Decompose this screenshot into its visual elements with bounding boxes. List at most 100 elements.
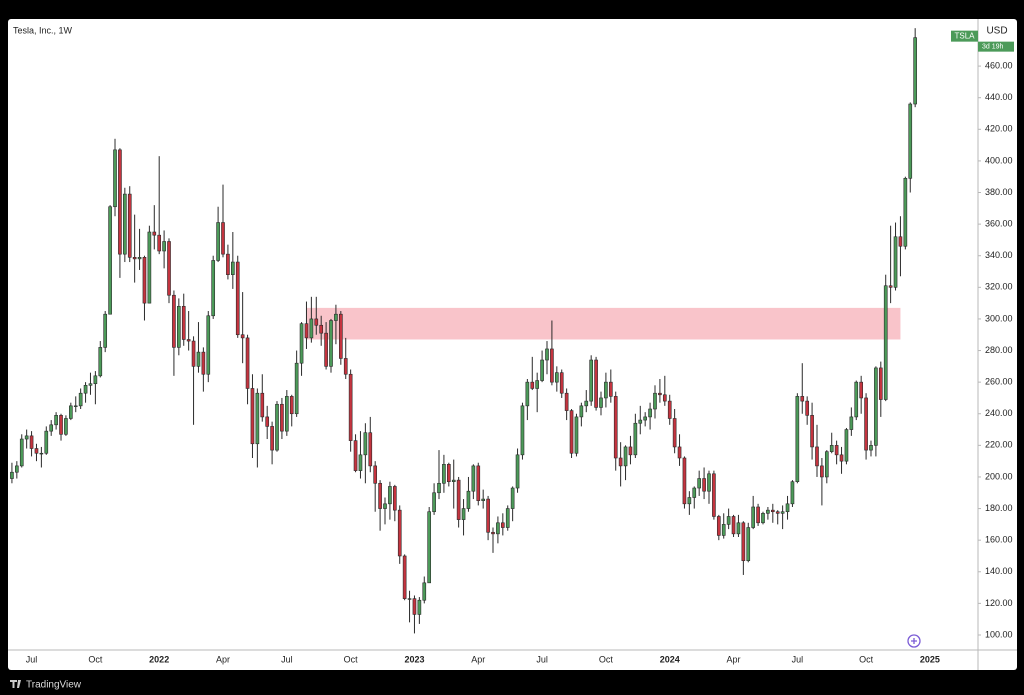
add-icon[interactable] [907, 634, 921, 648]
candle-body [888, 285, 893, 288]
candle-body [908, 103, 913, 179]
candle-body [103, 313, 108, 348]
candle-body [677, 446, 682, 459]
x-tick-label: 2023 [404, 654, 424, 664]
candle-body [98, 347, 103, 377]
candle-body [113, 149, 117, 208]
candle-body [73, 405, 78, 407]
candle-body [353, 440, 358, 471]
candle-body [378, 482, 382, 509]
candle-body [29, 435, 34, 449]
candle-body [638, 419, 643, 424]
candle-body [191, 340, 196, 367]
candle-body [186, 339, 191, 342]
candle-body [142, 257, 147, 304]
candle-body [329, 320, 333, 367]
candle-body [127, 193, 132, 258]
y-tick-label: 200.00 [985, 471, 1013, 481]
candle-body [844, 429, 849, 462]
candle-body [820, 465, 824, 478]
candle-body [682, 457, 687, 505]
candle-body [540, 359, 544, 381]
candle-body [294, 362, 299, 415]
y-tick-label: 100.00 [985, 629, 1013, 639]
candle-body [687, 497, 692, 505]
currency: USD [986, 26, 1007, 37]
candle-body [216, 222, 220, 261]
candle-body [201, 351, 206, 375]
candle-body [800, 396, 805, 402]
candle-body [49, 424, 54, 432]
y-tick-label: 160.00 [985, 535, 1013, 545]
candle-body [780, 511, 785, 514]
candle-body [260, 392, 265, 418]
candle-body [270, 426, 274, 451]
candle-body [314, 318, 319, 326]
candle-body [54, 415, 58, 426]
candle-body [407, 598, 412, 600]
candle-body [442, 464, 446, 484]
candle-body [64, 418, 68, 435]
candle-body [285, 396, 289, 432]
candle-body [589, 359, 593, 402]
candle-body [898, 236, 903, 247]
candle-body [397, 509, 402, 557]
candle-body [24, 435, 29, 440]
candle-body [250, 388, 255, 445]
candle-body [878, 367, 883, 400]
candle-body [756, 506, 760, 524]
candle-body [275, 403, 279, 451]
add-icon-plus [911, 638, 917, 644]
candle-body [554, 372, 559, 383]
candle-body [721, 524, 726, 536]
candle-body [373, 465, 378, 484]
candle-body [545, 348, 549, 361]
candle-body [343, 358, 348, 375]
y-tick-label: 440.00 [985, 92, 1013, 102]
candle-body [692, 487, 697, 498]
x-tick-label: Oct [344, 654, 359, 664]
price-tag [978, 41, 1014, 52]
candle-body [206, 315, 211, 375]
x-tick-label: Apr [216, 654, 230, 664]
candle-body [648, 408, 652, 418]
candle-body [667, 400, 672, 419]
candle-body [177, 305, 181, 348]
candle-body [893, 236, 898, 288]
candle-body [839, 454, 844, 462]
candle-body [697, 478, 701, 489]
candle-body [471, 465, 476, 492]
candle-body [108, 206, 112, 315]
candle-body [157, 234, 162, 252]
candle-body [775, 511, 780, 514]
y-tick-label: 220.00 [985, 440, 1013, 450]
y-tick-label: 180.00 [985, 503, 1013, 513]
candle-body [874, 367, 878, 446]
y-tick-label: 460.00 [985, 60, 1013, 70]
candle-body [309, 318, 314, 339]
candle-body [500, 522, 505, 528]
candle-body [716, 516, 721, 536]
y-tick-label: 360.00 [985, 218, 1013, 228]
candle-body [88, 383, 93, 386]
y-tick-label: 380.00 [985, 187, 1013, 197]
candle-body [525, 381, 530, 407]
candle-body [658, 392, 662, 396]
y-tick-label: 300.00 [985, 313, 1013, 323]
candle-body [167, 241, 171, 296]
candle-body [785, 503, 790, 513]
candle-body [123, 193, 127, 255]
candle-body [172, 294, 176, 348]
candle-body [829, 445, 834, 452]
candle-body [363, 432, 368, 456]
candle-body [731, 516, 736, 535]
candle-body [299, 323, 304, 364]
candle-body [662, 394, 667, 402]
candle-body [402, 555, 407, 599]
y-tick-label: 340.00 [985, 250, 1013, 260]
candle-body [751, 506, 755, 528]
x-tick-label: Oct [599, 654, 614, 664]
candle-body [584, 400, 589, 407]
candle-body [854, 381, 859, 418]
candle-body [137, 257, 142, 260]
